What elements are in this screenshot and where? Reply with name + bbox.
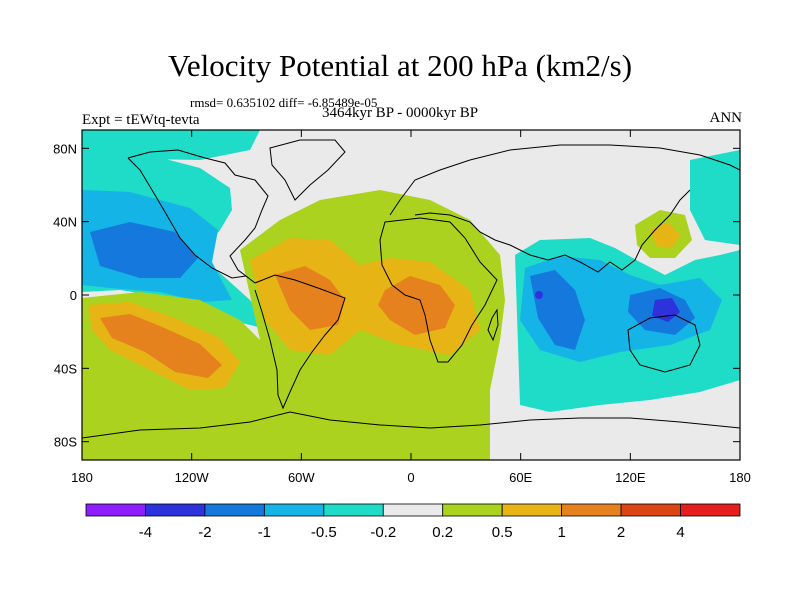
coast-australia [627,314,701,373]
coast-africa [379,217,498,363]
colorbar-swatch [323,503,384,517]
colorbar: -4 -2 -1 -0.5 -0.2 0.2 0.5 1 2 4 [85,503,741,541]
y-tick-label: 40N [53,215,77,230]
x-tick-label: 0 [407,470,414,485]
colorbar-swatch [442,503,503,517]
colorbar-label: -2 [198,524,211,541]
contour-orange-africa [378,276,455,335]
contour-orange-southamerica [275,266,345,330]
map-axes: 180 120W 60W 0 60E 120E 180 80N 40N 0 40S 80S [53,130,751,485]
coast-north-america-west [127,157,247,279]
contour-teal-arctic [82,130,260,160]
coast-south-america [254,274,346,410]
colorbar-label: -0.5 [311,524,337,541]
y-tick-label: 0 [70,288,77,303]
contour-fields [82,130,740,460]
coast-antarctica [82,411,740,439]
x-tick-label: 120E [615,470,646,485]
contour-blue-indian-ocean [530,270,585,350]
coast-madagascar [487,308,499,342]
colorbar-swatch [620,503,681,517]
chart-title: Velocity Potential at 200 hPa (km2/s) [167,48,633,83]
stats-line: rmsd= 0.635102 diff= -6.85489e-05 [190,95,378,110]
coast-greenland [269,139,346,201]
y-tick-label: 80S [54,435,77,450]
x-tick-label: 120W [175,470,210,485]
x-tick-label: 60E [509,470,532,485]
colorbar-label: -0.2 [370,524,396,541]
contour-yellow-japan [650,222,680,248]
contour-darkblue-maritime [652,298,680,322]
y-tick-label: 80N [53,141,77,156]
colorbar-label: 0.5 [492,524,513,541]
contour-teal-northeast-pacific [690,150,740,245]
contour-blue-north-pacific [90,222,198,278]
colorbar-label: -4 [139,524,152,541]
colorbar-swatch [501,503,563,517]
colorbar-label: 1 [557,524,565,541]
colorbar-label: 2 [617,524,625,541]
colorbar-label: 0.2 [432,524,453,541]
season-label: ANN [709,110,743,126]
contour-darkblue-indian-spot [535,291,543,299]
coast-eurasia [389,144,740,273]
colorbar-swatch [204,503,265,517]
colorbar-swatch [85,503,146,517]
colorbar-swatch [145,503,206,517]
period-label: 3464kyr BP - 0000kyr BP [321,105,479,121]
x-tick-label: 180 [71,470,93,485]
colorbar-swatch [561,503,622,517]
coast-north-america [127,149,269,284]
y-tick-label: 40S [54,361,77,376]
coastlines [82,139,740,439]
contour-orange-south-pacific [100,314,222,378]
x-tick-label: 60W [288,470,315,485]
colorbar-swatch [382,503,444,517]
colorbar-label: 4 [676,524,684,541]
colorbar-swatch [263,503,325,517]
colorbar-swatch [680,503,741,517]
x-tick-label: 180 [729,470,751,485]
colorbar-label: -1 [258,524,271,541]
experiment-label: Expt = tEWtq-tevta [82,112,200,128]
